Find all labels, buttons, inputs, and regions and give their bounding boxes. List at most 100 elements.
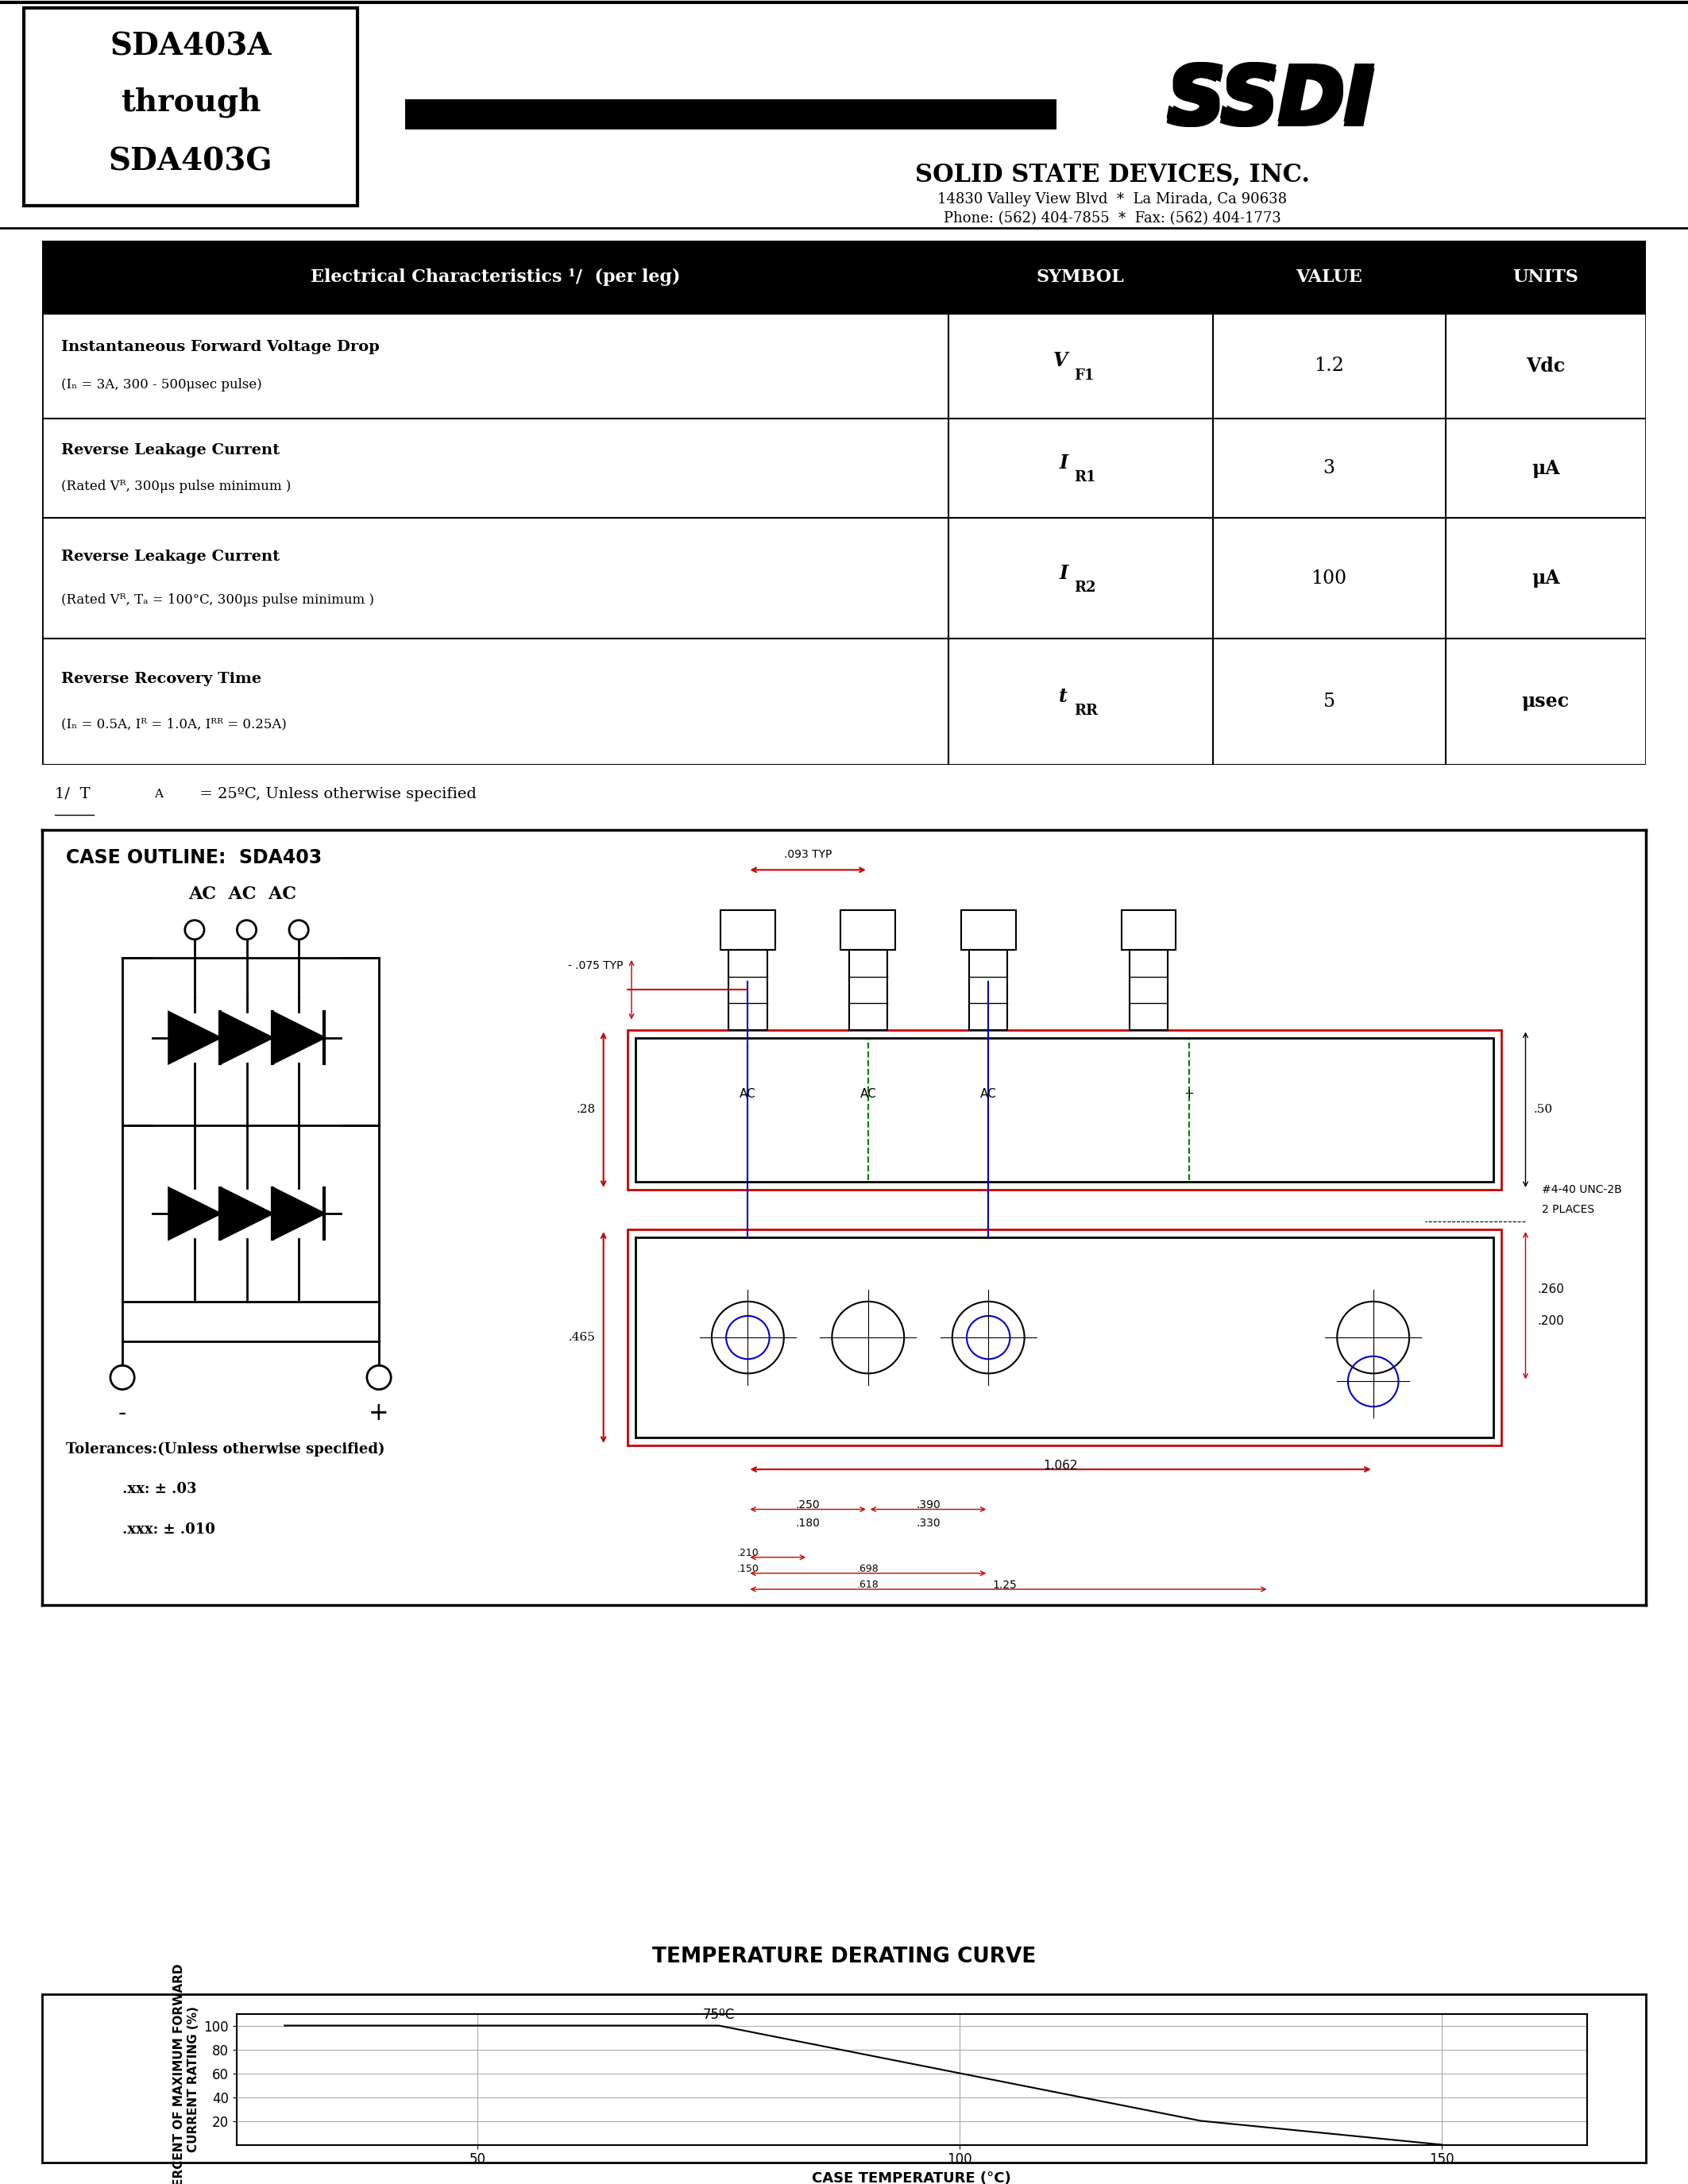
Text: through: through xyxy=(120,87,260,118)
Text: I: I xyxy=(1058,563,1069,583)
Bar xyxy=(729,950,766,1029)
Text: #4-40 UNC-2B: #4-40 UNC-2B xyxy=(1541,1184,1622,1195)
Text: .465: .465 xyxy=(569,1332,596,1343)
Text: .093 TYP: .093 TYP xyxy=(783,850,832,860)
Text: μA: μA xyxy=(1531,459,1560,478)
Text: .618: .618 xyxy=(858,1579,879,1590)
Text: 2 PLACES: 2 PLACES xyxy=(1541,1203,1593,1214)
Bar xyxy=(1129,950,1168,1029)
Text: Reverse Leakage Current: Reverse Leakage Current xyxy=(61,550,280,563)
Text: .180: .180 xyxy=(795,1518,820,1529)
Circle shape xyxy=(294,1033,304,1042)
Text: V: V xyxy=(1053,352,1069,371)
Bar xyxy=(405,100,1057,129)
Text: +: + xyxy=(368,1402,390,1426)
Text: Electrical Characteristics ¹/  (per leg): Electrical Characteristics ¹/ (per leg) xyxy=(311,269,680,286)
Circle shape xyxy=(189,1033,199,1042)
Text: F1: F1 xyxy=(1074,369,1094,382)
Polygon shape xyxy=(273,1188,324,1238)
Bar xyxy=(24,9,358,205)
Polygon shape xyxy=(221,1188,272,1238)
Text: A: A xyxy=(155,788,164,799)
Circle shape xyxy=(294,1208,304,1219)
Text: .200: .200 xyxy=(1538,1315,1565,1328)
Polygon shape xyxy=(169,1188,219,1238)
Text: Tolerances:(Unless otherwise specified): Tolerances:(Unless otherwise specified) xyxy=(66,1441,385,1457)
Bar xyxy=(635,1037,1494,1182)
Text: SDA403A: SDA403A xyxy=(110,31,272,61)
Text: .260: .260 xyxy=(1538,1284,1565,1295)
Bar xyxy=(628,1230,1502,1446)
Text: SDA403G: SDA403G xyxy=(108,146,273,177)
Text: 75ºC: 75ºC xyxy=(702,2007,734,2022)
Text: .390: .390 xyxy=(917,1500,940,1511)
Text: .50: .50 xyxy=(1533,1105,1553,1116)
Text: .xxx: ± .010: .xxx: ± .010 xyxy=(123,1522,216,1538)
Text: 1/  T: 1/ T xyxy=(56,786,91,802)
Text: 100: 100 xyxy=(1312,570,1347,587)
Text: (Rated Vᴿ, Tₐ = 100°C, 300μs pulse minimum ): (Rated Vᴿ, Tₐ = 100°C, 300μs pulse minim… xyxy=(61,594,375,607)
Text: 3: 3 xyxy=(1323,459,1335,478)
Text: .xx: ± .03: .xx: ± .03 xyxy=(123,1483,196,1496)
Text: Vdc: Vdc xyxy=(1526,356,1565,376)
Text: +: + xyxy=(1183,1088,1193,1101)
Text: SSDI: SSDI xyxy=(1170,61,1377,138)
Text: 14830 Valley View Blvd  *  La Mirada, Ca 90638: 14830 Valley View Blvd * La Mirada, Ca 9… xyxy=(937,192,1286,205)
Polygon shape xyxy=(221,1011,272,1064)
Y-axis label: PERCENT OF MAXIMUM FORWARD
CURRENT RATING (%): PERCENT OF MAXIMUM FORWARD CURRENT RATIN… xyxy=(174,1963,199,2184)
Circle shape xyxy=(241,1208,252,1219)
Text: AC  AC  AC: AC AC AC xyxy=(189,885,297,902)
Bar xyxy=(849,950,888,1029)
Text: SOLID STATE DEVICES, INC.: SOLID STATE DEVICES, INC. xyxy=(915,164,1310,188)
Text: Instantaneous Forward Voltage Drop: Instantaneous Forward Voltage Drop xyxy=(61,341,380,354)
Text: SSDI: SSDI xyxy=(1165,61,1372,138)
Text: SYMBOL: SYMBOL xyxy=(1036,269,1124,286)
Text: SSDI: SSDI xyxy=(1165,66,1372,142)
Text: μA: μA xyxy=(1531,568,1560,587)
Text: .330: .330 xyxy=(917,1518,940,1529)
Text: t: t xyxy=(1058,686,1069,705)
Text: RR: RR xyxy=(1074,703,1097,719)
Text: VALUE: VALUE xyxy=(1296,269,1362,286)
Bar xyxy=(969,950,1008,1029)
Text: 1.25: 1.25 xyxy=(993,1579,1016,1590)
Text: .28: .28 xyxy=(576,1105,596,1116)
Text: Reverse Leakage Current: Reverse Leakage Current xyxy=(61,443,280,456)
Bar xyxy=(960,911,1016,950)
X-axis label: CASE TEMPERATURE (°C): CASE TEMPERATURE (°C) xyxy=(812,2171,1011,2184)
Text: (Rated Vᴿ, 300μs pulse minimum ): (Rated Vᴿ, 300μs pulse minimum ) xyxy=(61,480,292,494)
Bar xyxy=(635,1238,1494,1437)
Text: 5: 5 xyxy=(1323,692,1335,710)
Text: Reverse Recovery Time: Reverse Recovery Time xyxy=(61,673,262,686)
Circle shape xyxy=(189,1208,199,1219)
Text: SSDI: SSDI xyxy=(1168,63,1374,140)
Text: UNITS: UNITS xyxy=(1512,269,1578,286)
Text: 1.2: 1.2 xyxy=(1313,356,1344,376)
Text: SSDI: SSDI xyxy=(1170,66,1377,142)
Text: (Iₙ = 3A, 300 - 500μsec pulse): (Iₙ = 3A, 300 - 500μsec pulse) xyxy=(61,378,262,391)
Text: .250: .250 xyxy=(795,1500,820,1511)
Text: (Iₙ = 0.5A, Iᴿ = 1.0A, Iᴿᴿ = 0.25A): (Iₙ = 0.5A, Iᴿ = 1.0A, Iᴿᴿ = 0.25A) xyxy=(61,716,287,732)
Bar xyxy=(721,911,775,950)
Text: AC: AC xyxy=(981,1088,996,1101)
Circle shape xyxy=(241,1033,252,1042)
Text: R1: R1 xyxy=(1074,470,1096,485)
Text: Phone: (562) 404-7855  *  Fax: (562) 404-1773: Phone: (562) 404-7855 * Fax: (562) 404-1… xyxy=(944,212,1281,225)
Bar xyxy=(841,911,895,950)
Polygon shape xyxy=(169,1011,219,1064)
Text: AC: AC xyxy=(859,1088,876,1101)
Text: I: I xyxy=(1058,454,1069,472)
Text: - .075 TYP: - .075 TYP xyxy=(569,961,623,972)
Text: .210: .210 xyxy=(736,1548,760,1557)
Text: 1.062: 1.062 xyxy=(1043,1459,1077,1472)
Text: = 25ºC, Unless otherwise specified: = 25ºC, Unless otherwise specified xyxy=(194,786,476,802)
Bar xyxy=(628,1029,1502,1190)
Text: AC: AC xyxy=(739,1088,756,1101)
Text: .698: .698 xyxy=(858,1564,879,1575)
Text: TEMPERATURE DERATING CURVE: TEMPERATURE DERATING CURVE xyxy=(652,1946,1036,1968)
Text: .150: .150 xyxy=(736,1564,760,1575)
Text: R2: R2 xyxy=(1074,581,1096,594)
Bar xyxy=(1121,911,1177,950)
Bar xyxy=(42,240,1646,314)
Text: μsec: μsec xyxy=(1523,692,1570,712)
